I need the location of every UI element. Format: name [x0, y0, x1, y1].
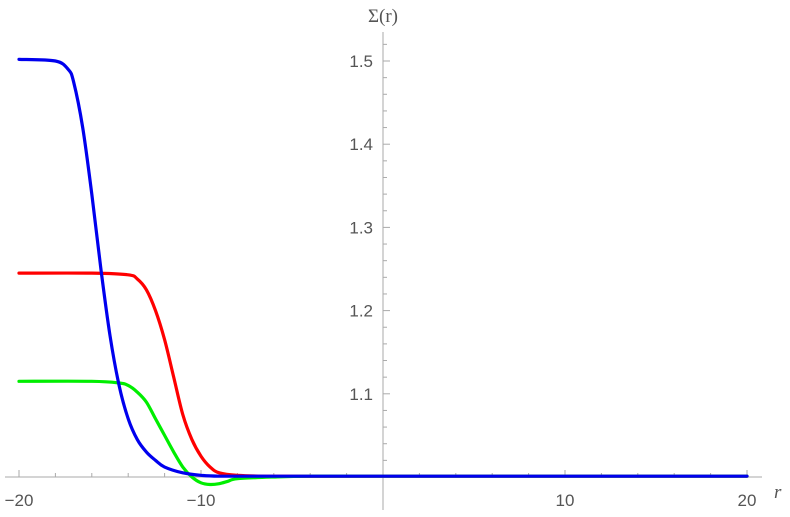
x-tick-label: 20	[738, 491, 757, 510]
y-tick-label: 1.3	[349, 218, 373, 237]
y-tick-label: 1.1	[349, 385, 373, 404]
y-tick-label: 1.5	[349, 52, 373, 71]
axes	[5, 32, 762, 510]
y-axis-label: Σ(r)	[368, 6, 398, 27]
tick-labels: −20 −10 10 20 1.1 1.2 1.3 1.4 1.5	[5, 52, 757, 510]
y-tick-label: 1.2	[349, 302, 373, 321]
series	[17, 57, 749, 487]
x-tick-label: −20	[5, 491, 34, 510]
x-axis-label: r	[774, 482, 782, 503]
x-tick-label: −10	[187, 491, 216, 510]
x-tick-label: 10	[556, 491, 575, 510]
series-line-3	[17, 57, 749, 478]
y-tick-label: 1.4	[349, 135, 373, 154]
